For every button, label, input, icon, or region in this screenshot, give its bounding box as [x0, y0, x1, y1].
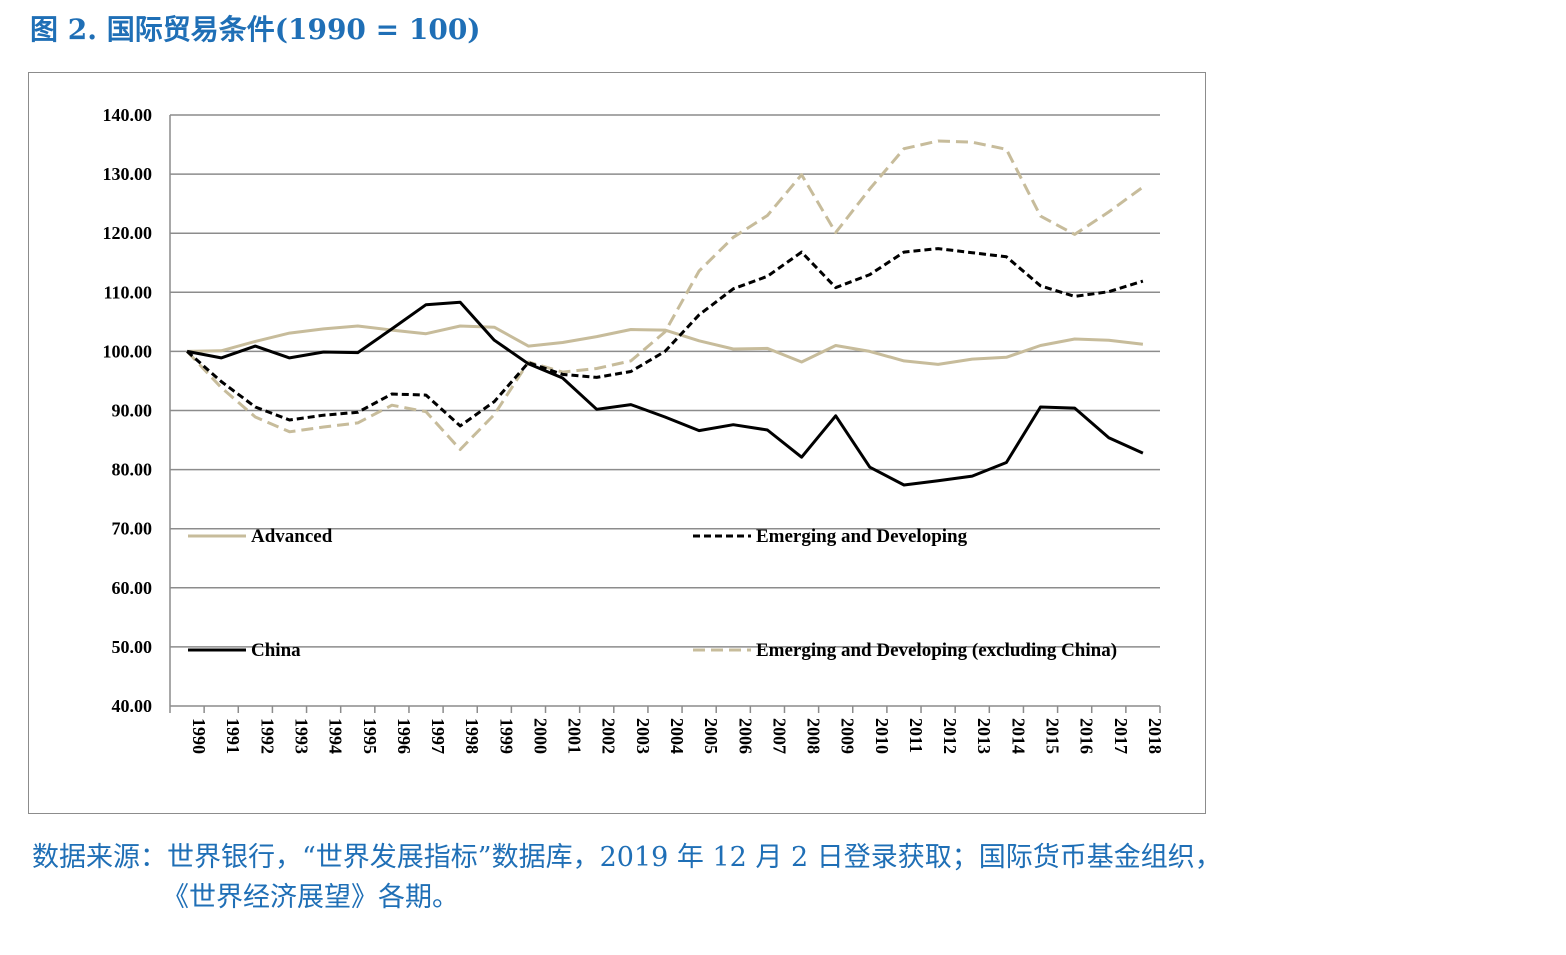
- y-tick-label: 50.00: [112, 637, 153, 657]
- series-line-emerging-and-developing: [186, 247, 1144, 428]
- x-axis-tick-labels: 1990 1991 1992 1993 1994 1995 1996 1997 1998 1999…: [189, 718, 1165, 754]
- x-tick-label-1995: 1995: [360, 718, 380, 754]
- x-tick-label-2002: 2002: [599, 718, 619, 754]
- legend: Advanced Emerging and Developing China Emer…: [188, 526, 1117, 661]
- x-tick-label-2006: 2006: [735, 718, 755, 754]
- legend-label: Emerging and Developing (excluding China…: [756, 640, 1117, 661]
- x-tick-label-2008: 2008: [804, 718, 824, 754]
- x-tick-label-2005: 2005: [701, 718, 721, 754]
- x-tick-label-1994: 1994: [326, 718, 346, 754]
- x-tick-label-2000: 2000: [530, 718, 550, 754]
- y-tick-label: 70.00: [112, 519, 153, 539]
- series-line-emerging-and-developing-excluding-china-: [186, 139, 1144, 451]
- source-line-1: 数据来源：世界银行，“世界发展指标”数据库，2019 年 12 月 2 日登录获…: [32, 842, 1222, 873]
- x-tick-label-2010: 2010: [872, 718, 892, 754]
- source-note: 数据来源：世界银行，“世界发展指标”数据库，2019 年 12 月 2 日登录获…: [32, 838, 1562, 918]
- x-axis: [169, 115, 1161, 713]
- y-tick-label: 120.00: [103, 223, 153, 243]
- y-tick-label: 80.00: [112, 460, 153, 480]
- y-axis-tick-labels: 40.00 50.00 60.00 70.00 80.00 90.00 100.00 110.…: [103, 105, 153, 716]
- source-line-2: 《世界经济展望》各期。: [162, 882, 459, 913]
- x-tick-label-2001: 2001: [565, 718, 585, 754]
- grid-lines: [170, 114, 1160, 648]
- x-tick-label-2016: 2016: [1077, 718, 1097, 754]
- x-tick-label-2009: 2009: [838, 718, 858, 754]
- x-tick-label-2013: 2013: [974, 718, 994, 754]
- x-tick-label-2018: 2018: [1145, 718, 1165, 754]
- x-tick-label-1997: 1997: [428, 718, 448, 754]
- legend-label: China: [251, 640, 301, 661]
- x-tick-label-2004: 2004: [667, 718, 687, 754]
- series-line-china: [186, 300, 1144, 487]
- x-tick-label-1990: 1990: [189, 718, 209, 754]
- x-tick-label-1993: 1993: [291, 718, 311, 754]
- y-tick-label: 100.00: [103, 341, 153, 361]
- x-tick-label-1991: 1991: [223, 718, 243, 754]
- y-tick-label: 40.00: [112, 696, 153, 716]
- x-tick-label-2014: 2014: [1008, 718, 1028, 754]
- x-tick-label-2003: 2003: [633, 718, 653, 754]
- y-tick-label: 130.00: [103, 164, 153, 184]
- x-tick-label-2007: 2007: [769, 718, 789, 754]
- x-tick-label-1992: 1992: [257, 718, 277, 754]
- legend-label: Advanced: [251, 526, 333, 547]
- x-tick-label-2011: 2011: [906, 718, 926, 753]
- x-tick-label-1998: 1998: [462, 718, 482, 754]
- x-tick-label-2015: 2015: [1043, 718, 1063, 754]
- series-lines: [186, 139, 1144, 487]
- x-tick-label-1999: 1999: [496, 718, 516, 754]
- y-tick-label: 60.00: [112, 578, 153, 598]
- line-chart: 40.00 50.00 60.00 70.00 80.00 90.00 100.00 110.…: [103, 105, 1165, 754]
- x-tick-label-2017: 2017: [1111, 718, 1131, 754]
- y-tick-label: 110.00: [103, 282, 152, 302]
- figure-title: 图 2. 国际贸易条件(1990 = 100): [30, 13, 481, 46]
- x-tick-label-2012: 2012: [940, 718, 960, 754]
- legend-label: Emerging and Developing: [756, 526, 968, 547]
- y-tick-label: 140.00: [103, 105, 153, 125]
- y-tick-label: 90.00: [112, 401, 153, 421]
- chart-frame: [28, 72, 1206, 814]
- x-tick-label-1996: 1996: [394, 718, 414, 754]
